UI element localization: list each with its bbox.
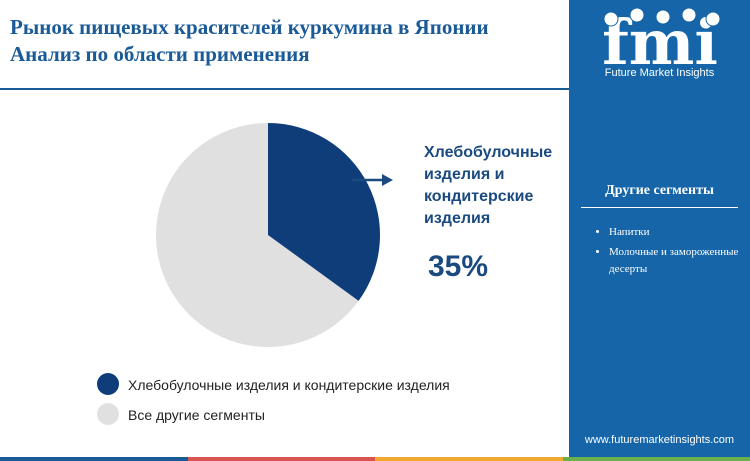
sidebar-divider xyxy=(581,207,738,208)
pie-slice-bakery xyxy=(268,123,381,301)
sidebar-item-beverages: Напитки xyxy=(609,224,743,241)
sidebar-list: Напитки Молочные и замороженные десерты xyxy=(583,224,743,281)
fmi-logo: fmi xyxy=(602,6,721,79)
bottom-bar-segment xyxy=(375,457,563,461)
bottom-bar-segment xyxy=(0,457,188,461)
pie-slice-other xyxy=(156,123,359,347)
bottom-color-bar xyxy=(0,457,750,461)
title-divider xyxy=(0,88,569,90)
legend-swatch-other xyxy=(97,403,119,425)
legend-label-other: Все другие сегменты xyxy=(128,407,265,423)
page-title: Рынок пищевых красителей куркумина в Япо… xyxy=(10,14,570,68)
sidebar: fmi Future Market Insights Другие сегмен… xyxy=(569,0,750,457)
legend-swatch-bakery xyxy=(97,373,119,395)
title-line-1: Рынок пищевых красителей куркумина в Япо… xyxy=(10,15,489,39)
title-line-2: Анализ по области применения xyxy=(10,42,310,66)
legend-label-bakery: Хлебобулочные изделия и кондитерские изд… xyxy=(128,377,450,393)
brand-tagline: Future Market Insights xyxy=(604,67,715,79)
pie-chart xyxy=(156,123,381,347)
callout-arrow-icon xyxy=(352,174,393,186)
bottom-bar-segment xyxy=(562,457,750,461)
callout-value: 35% xyxy=(428,250,489,283)
sidebar-heading: Другие сегменты xyxy=(605,183,714,198)
callout-label: Хлебобулочные изделия и кондитерские изд… xyxy=(424,144,553,227)
bottom-bar-segment xyxy=(187,457,375,461)
website-link[interactable]: www.futuremarketinsights.com xyxy=(584,434,735,446)
sidebar-item-dairy: Молочные и замороженные десерты xyxy=(609,244,743,278)
